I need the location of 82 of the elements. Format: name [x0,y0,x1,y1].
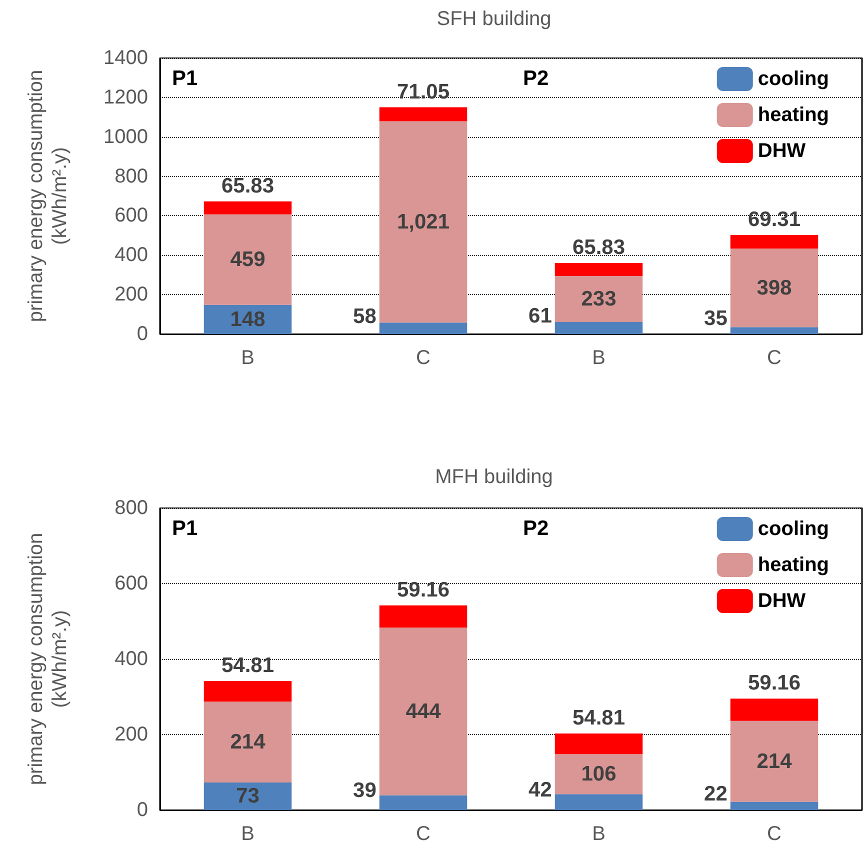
bar [379,322,468,334]
bar [554,322,643,334]
data-label: 54.81 [221,654,274,677]
legend-label: heating [758,554,830,576]
data-label: 1,021 [396,210,450,234]
bar [554,733,643,754]
bar [379,795,468,810]
annotation: P1 [172,67,198,90]
legend-label: DHW [758,590,806,612]
data-label: 54.81 [572,706,626,730]
x-tick-label: B [592,823,606,845]
data-label: 106 [581,762,616,786]
bar [204,680,292,702]
annotation: P2 [523,67,549,90]
chart-title: MFH building [435,466,553,488]
data-label: 35 [704,307,728,330]
data-label: 61 [528,304,552,328]
bar [730,802,818,810]
chart-title: SFH building [436,8,552,30]
bar [554,794,643,810]
data-label: 398 [756,276,792,300]
data-label: 59.16 [396,578,450,602]
bar [554,276,643,322]
y-tick-label: 0 [136,799,148,821]
data-label: 39 [353,779,376,802]
y-axis-title: primary energy consumption (kWh/m².y) [25,70,71,322]
y-tick-label: 1000 [104,126,148,148]
y-tick-label: 200 [114,284,148,306]
x-tick-label: C [416,347,430,369]
legend-label: cooling [758,518,829,540]
x-tick-label: B [241,823,254,845]
y-tick-label: 0 [136,323,148,345]
bar [730,327,818,334]
legend-label: DHW [758,140,806,162]
bar [379,628,468,796]
data-label: 214 [756,750,792,773]
x-tick-label: B [592,347,606,369]
bar [204,201,292,214]
bar [730,234,818,249]
x-tick-label: C [767,347,782,369]
data-label: 71.05 [396,80,450,104]
y-tick-label: 800 [114,165,148,188]
bar [379,605,468,628]
x-tick-label: C [416,823,430,845]
bar [554,263,643,276]
x-tick-label: C [767,823,782,845]
data-label: 214 [230,730,266,754]
bar [730,248,818,328]
data-label: 65.83 [572,236,626,260]
data-label: 58 [353,304,377,328]
y-tick-label: 1200 [104,86,148,108]
y-axis-title: primary energy consumption (kWh/m².y) [25,532,71,786]
y-tick-label: 400 [114,244,148,266]
legend-label: cooling [758,68,829,90]
bar [554,754,643,794]
bar [379,107,468,122]
bar [204,702,292,782]
data-label: 459 [230,248,266,272]
bar [204,214,292,305]
annotation: P2 [523,517,549,540]
bar [379,121,468,323]
data-label: 73 [236,784,260,808]
y-tick-label: 200 [114,724,148,746]
data-label: 233 [581,288,616,311]
data-label: 69.31 [748,208,801,231]
data-label: 65.83 [221,174,274,198]
bar [204,782,292,810]
annotation: P1 [172,517,198,540]
bar [730,698,818,721]
bar [730,720,818,802]
legend-label: heating [758,104,830,126]
y-tick-label: 400 [114,648,148,670]
data-label: 42 [528,778,552,802]
y-tick-label: 600 [114,572,148,594]
data-label: 148 [230,308,266,331]
y-tick-label: 800 [114,497,148,519]
y-tick-label: 600 [114,204,148,227]
data-label: 59.16 [748,672,801,695]
data-label: 444 [406,700,442,723]
y-tick-label: 1400 [104,47,148,69]
x-tick-label: B [241,347,254,369]
data-label: 22 [704,782,728,806]
